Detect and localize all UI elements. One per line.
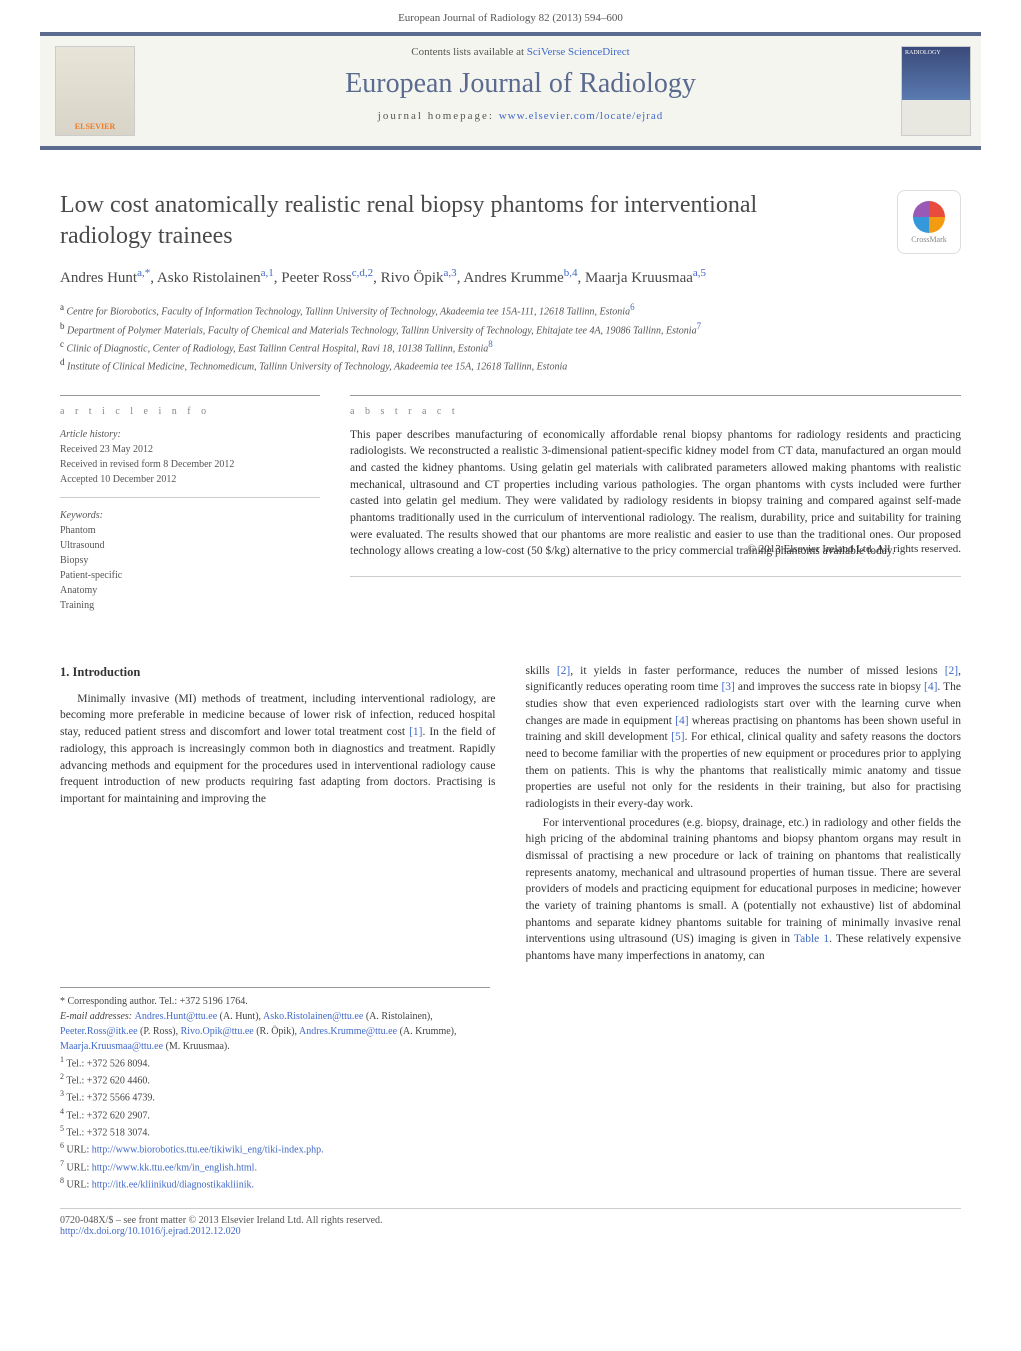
affiliation: c Clinic of Diagnostic, Center of Radiol… — [60, 338, 961, 356]
doi-link[interactable]: http://dx.doi.org/10.1016/j.ejrad.2012.1… — [60, 1226, 241, 1237]
url-line: 6 URL: http://www.biorobotics.ttu.ee/tik… — [60, 1140, 490, 1157]
front-matter-line: 0720-048X/$ – see front matter © 2013 El… — [60, 1215, 961, 1226]
keyword: Phantom — [60, 523, 320, 538]
elsevier-logo: ELSEVIER — [55, 46, 135, 136]
author: Peeter Ross — [281, 270, 351, 286]
url-line: 7 URL: http://www.kk.ttu.ee/km/in_englis… — [60, 1158, 490, 1175]
affiliation: b Department of Polymer Materials, Facul… — [60, 320, 961, 338]
journal-cover-thumb: RADIOLOGY — [901, 46, 971, 136]
tel-line: 3 Tel.: +372 5566 4739. — [60, 1088, 490, 1105]
footnote-url-link[interactable]: http://www.kk.ttu.ee/km/in_english.html. — [92, 1162, 257, 1173]
email-link[interactable]: Rivo.Opik@ttu.ee — [181, 1026, 254, 1037]
author-affil-sup: a,1 — [261, 267, 274, 279]
email-link[interactable]: Maarja.Kruusmaa@ttu.ee — [60, 1041, 163, 1052]
section-1-heading: 1. Introduction — [60, 663, 496, 681]
tel-line: 4 Tel.: +372 620 2907. — [60, 1106, 490, 1123]
reference-link[interactable]: [4] — [924, 681, 937, 693]
email-link[interactable]: Andres.Hunt@ttu.ee — [135, 1011, 218, 1022]
crossmark-badge[interactable]: CrossMark — [897, 190, 961, 254]
history-heading: Article history: — [60, 427, 320, 442]
footnote-url-link[interactable]: http://itk.ee/kliinikud/diagnostikakliin… — [92, 1179, 254, 1190]
url-line: 8 URL: http://itk.ee/kliinikud/diagnosti… — [60, 1175, 490, 1192]
reference-link[interactable]: [4] — [675, 715, 688, 727]
article-title: Low cost anatomically realistic renal bi… — [60, 190, 840, 252]
author-affil-sup: b,4 — [564, 267, 578, 279]
reference-link[interactable]: [1] — [409, 726, 422, 738]
intro-para-1-cont: skills [2], it yields in faster performa… — [526, 663, 962, 813]
keywords-block: Keywords: PhantomUltrasoundBiopsyPatient… — [60, 508, 320, 623]
article-history-block: Article history: Received 23 May 2012Rec… — [60, 427, 320, 498]
history-line: Accepted 10 December 2012 — [60, 472, 320, 487]
corresponding-author: * Corresponding author. Tel.: +372 5196 … — [60, 994, 490, 1009]
reference-link[interactable]: [5] — [671, 731, 684, 743]
article-info-column: a r t i c l e i n f o Article history: R… — [60, 395, 320, 633]
email-link[interactable]: Asko.Ristolainen@ttu.ee — [263, 1011, 363, 1022]
email-link[interactable]: Peeter.Ross@itk.ee — [60, 1026, 138, 1037]
abstract-column: a b s t r a c t This paper describes man… — [350, 395, 961, 633]
affiliations-list: a Centre for Biorobotics, Faculty of Inf… — [60, 301, 961, 374]
affiliation: d Institute of Clinical Medicine, Techno… — [60, 356, 961, 374]
keyword: Training — [60, 598, 320, 613]
page-footer: 0720-048X/$ – see front matter © 2013 El… — [60, 1208, 961, 1237]
author: Andres Hunt — [60, 270, 137, 286]
crossmark-icon — [913, 201, 945, 233]
author-affil-sup: a,3 — [444, 267, 457, 279]
article-header: CrossMark Low cost anatomically realisti… — [60, 190, 961, 375]
contents-line: Contents lists available at SciVerse Sci… — [150, 46, 891, 58]
abstract-text: This paper describes manufacturing of ec… — [350, 427, 961, 577]
reference-link[interactable]: [2] — [557, 665, 570, 677]
history-line: Received 23 May 2012 — [60, 442, 320, 457]
author: Andres Krumme — [463, 270, 563, 286]
intro-para-2: For interventional procedures (e.g. biop… — [526, 815, 962, 965]
author: Asko Ristolainen — [157, 270, 261, 286]
body-column-left: 1. Introduction Minimally invasive (MI) … — [60, 663, 496, 967]
reference-link[interactable]: [2] — [945, 665, 958, 677]
reference-link[interactable]: Table 1 — [794, 933, 829, 945]
footnotes-block: * Corresponding author. Tel.: +372 5196 … — [60, 987, 490, 1193]
sciencedirect-link[interactable]: SciVerse ScienceDirect — [527, 46, 630, 58]
citation-text: European Journal of Radiology 82 (2013) … — [398, 12, 623, 24]
body-columns: 1. Introduction Minimally invasive (MI) … — [60, 663, 961, 967]
keyword: Biopsy — [60, 553, 320, 568]
affiliation: a Centre for Biorobotics, Faculty of Inf… — [60, 301, 961, 319]
keyword: Anatomy — [60, 583, 320, 598]
banner-center: Contents lists available at SciVerse Sci… — [150, 36, 891, 146]
homepage-link[interactable]: www.elsevier.com/locate/ejrad — [499, 110, 664, 122]
citation-bar: European Journal of Radiology 82 (2013) … — [0, 0, 1021, 24]
author: Rivo Öpik — [381, 270, 444, 286]
tel-line: 2 Tel.: +372 620 4460. — [60, 1071, 490, 1088]
homepage-line: journal homepage: www.elsevier.com/locat… — [150, 110, 891, 122]
body-column-right: skills [2], it yields in faster performa… — [526, 663, 962, 967]
author: Maarja Kruusmaa — [585, 270, 693, 286]
intro-para-1: Minimally invasive (MI) methods of treat… — [60, 691, 496, 808]
author-affil-sup: a,* — [137, 267, 150, 279]
reference-link[interactable]: [3] — [721, 681, 734, 693]
article-info-label: a r t i c l e i n f o — [60, 406, 320, 417]
cover-thumb-slot: RADIOLOGY — [891, 36, 981, 146]
info-abstract-row: a r t i c l e i n f o Article history: R… — [60, 395, 961, 633]
keywords-heading: Keywords: — [60, 508, 320, 523]
email-addresses: E-mail addresses: Andres.Hunt@ttu.ee (A.… — [60, 1009, 490, 1054]
author-affil-sup: c,d,2 — [352, 267, 373, 279]
publisher-logo-slot: ELSEVIER — [40, 36, 150, 146]
journal-banner: ELSEVIER Contents lists available at Sci… — [40, 32, 981, 150]
journal-name: European Journal of Radiology — [150, 68, 891, 100]
author-affil-sup: a,5 — [693, 267, 706, 279]
tel-line: 1 Tel.: +372 526 8094. — [60, 1054, 490, 1071]
abstract-label: a b s t r a c t — [350, 406, 961, 417]
keyword: Patient-specific — [60, 568, 320, 583]
footnote-url-link[interactable]: http://www.biorobotics.ttu.ee/tikiwiki_e… — [92, 1145, 324, 1156]
authors-list: Andres Hunta,*, Asko Ristolainena,1, Pee… — [60, 266, 961, 289]
keyword: Ultrasound — [60, 538, 320, 553]
history-line: Received in revised form 8 December 2012 — [60, 457, 320, 472]
tel-line: 5 Tel.: +372 518 3074. — [60, 1123, 490, 1140]
email-link[interactable]: Andres.Krumme@ttu.ee — [299, 1026, 397, 1037]
